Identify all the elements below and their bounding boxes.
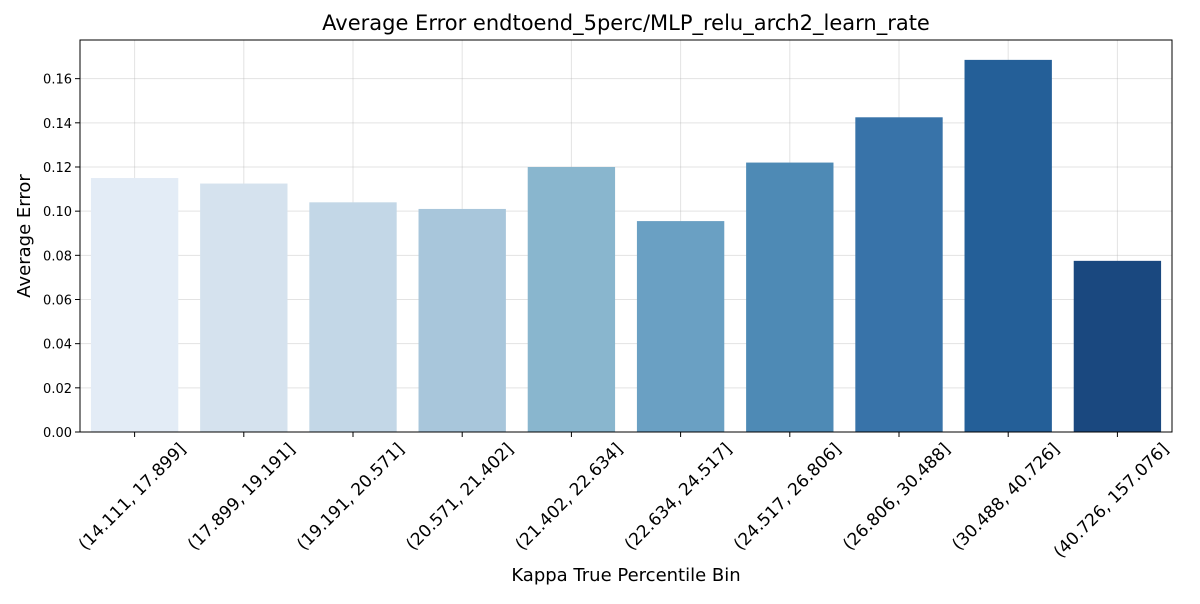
y-tick-label: 0.14 bbox=[43, 117, 72, 132]
x-axis-label: Kappa True Percentile Bin bbox=[511, 565, 740, 586]
y-tick-label: 0.10 bbox=[43, 205, 72, 220]
y-tick-label: 0.12 bbox=[43, 161, 72, 176]
bar bbox=[418, 208, 506, 432]
x-tick-label: (17.899, 19.191] bbox=[184, 439, 299, 554]
y-tick-label: 0.08 bbox=[43, 249, 72, 264]
y-tick-label: 0.02 bbox=[43, 382, 72, 397]
x-tick-label: (40.726, 157.076] bbox=[1050, 439, 1173, 562]
bar bbox=[636, 221, 725, 432]
bar bbox=[200, 183, 288, 432]
x-tick-label: (26.806, 30.488] bbox=[839, 439, 954, 554]
x-tick-label: (14.111, 17.899] bbox=[75, 439, 190, 554]
x-tick-label: (19.191, 20.571] bbox=[293, 439, 408, 554]
y-tick-label: 0.04 bbox=[43, 338, 72, 353]
plot-frame bbox=[79, 39, 1173, 433]
bar bbox=[527, 166, 616, 433]
bar bbox=[90, 178, 179, 432]
x-tick-label: (24.517, 26.806] bbox=[730, 439, 845, 554]
y-axis: 0.00 0.02 0.04 0.06 0.08 0.10 0.12 0.14 0.16 bbox=[43, 73, 80, 441]
y-tick-label: 0.00 bbox=[43, 426, 72, 441]
x-tick-label: (30.488, 40.726] bbox=[948, 439, 1063, 554]
bar bbox=[746, 162, 834, 432]
y-tick-label: 0.16 bbox=[43, 73, 72, 88]
x-axis: (14.111, 17.899](17.899, 19.191](19.191,… bbox=[75, 432, 1173, 562]
bar bbox=[964, 59, 1052, 432]
bars-layer bbox=[90, 59, 1162, 433]
y-axis-label: Average Error bbox=[14, 174, 35, 298]
bar bbox=[1073, 260, 1162, 432]
bar bbox=[855, 117, 943, 432]
y-tick-label: 0.06 bbox=[43, 293, 72, 308]
x-tick-label: (20.571, 21.402] bbox=[402, 439, 517, 554]
chart-title: Average Error endtoend_5perc/MLP_relu_ar… bbox=[322, 11, 930, 36]
x-tick-label: (21.402, 22.634] bbox=[512, 439, 627, 554]
x-tick-label: (22.634, 24.517] bbox=[621, 439, 736, 554]
bar bbox=[309, 202, 397, 432]
